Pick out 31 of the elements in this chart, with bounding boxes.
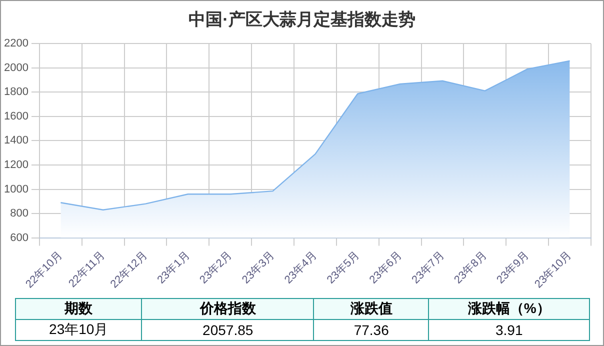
text: 23年10月 [16,320,142,340]
y-tick-label: 1800 [4,86,28,98]
x-tick-label: 22年10月 [24,249,65,291]
chart-title: 中国·产区大蒜月定基指数走势 [188,9,416,31]
y-tick-label: 1000 [4,183,28,196]
text: 涨跌值 [314,298,429,320]
text: 2057.85 [142,320,314,340]
y-tick-label: 800 [10,208,28,220]
x-tick-label: 23年4月 [282,249,320,286]
y-tick-label: 600 [10,232,28,244]
y-tick-label: 1600 [4,110,28,122]
text: 期数 [16,298,142,320]
y-tick-label: 2000 [4,62,28,74]
x-tick-label: 23年10月 [532,249,574,291]
text: 涨跌幅（%） [428,298,590,320]
y-tick-label: 2200 [4,38,28,50]
x-tick-label: 23年9月 [494,249,532,286]
text: 价格指数 [142,298,314,320]
x-tick-label: 23年6月 [367,249,404,286]
x-tick-label: 23年3月 [240,249,278,286]
x-tick-label: 22年11月 [66,249,108,290]
y-tick-label: 1200 [4,159,28,172]
x-tick-label: 23年8月 [452,249,490,286]
x-tick-label: 23年1月 [155,249,192,286]
y-tick-label: 1400 [4,134,28,147]
text: 3.91 [428,320,590,340]
x-tick-label: 23年5月 [324,249,362,286]
x-tick-label: 23年2月 [198,249,235,286]
text: 77.36 [314,320,429,340]
x-tick-label: 23年7月 [410,249,447,286]
x-tick-label: 22年12月 [108,249,150,291]
